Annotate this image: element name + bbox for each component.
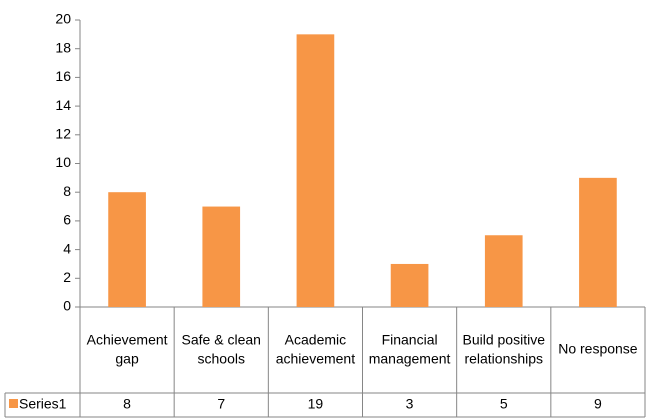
x-tick-label: Financial management: [369, 331, 451, 366]
legend-key: [9, 399, 18, 408]
y-tick-label: 10: [55, 154, 71, 170]
y-tick-label: 6: [63, 212, 71, 228]
x-tick-label: Safe & clean schools: [182, 331, 261, 366]
y-tick-label: 0: [63, 298, 71, 314]
y-tick-label: 14: [55, 97, 71, 113]
legend-label: Series1: [19, 396, 67, 412]
y-tick-label: 8: [63, 183, 71, 199]
y-tick-label: 2: [63, 269, 71, 285]
y-tick-label: 18: [55, 39, 71, 55]
y-tick-label: 20: [55, 11, 71, 27]
table-value: 7: [217, 396, 225, 412]
x-tick-label: Build positive relationships: [463, 331, 546, 366]
bar: [108, 192, 146, 307]
bar: [202, 206, 241, 307]
y-tick-label: 16: [55, 68, 71, 84]
bar: [484, 235, 523, 307]
table-value: 3: [406, 396, 414, 412]
table-value: 8: [123, 396, 131, 412]
table-value: 5: [500, 396, 508, 412]
x-tick-label: No response: [558, 341, 638, 357]
table-value: 9: [594, 396, 602, 412]
x-tick-label: Academic achievement: [276, 331, 355, 366]
x-tick-label: Achievement gap: [87, 331, 168, 366]
bar: [390, 263, 429, 307]
bar: [579, 177, 617, 307]
table-value: 19: [308, 396, 324, 412]
y-tick-label: 12: [55, 126, 71, 142]
bar: [296, 34, 335, 307]
y-tick-label: 4: [63, 240, 71, 256]
